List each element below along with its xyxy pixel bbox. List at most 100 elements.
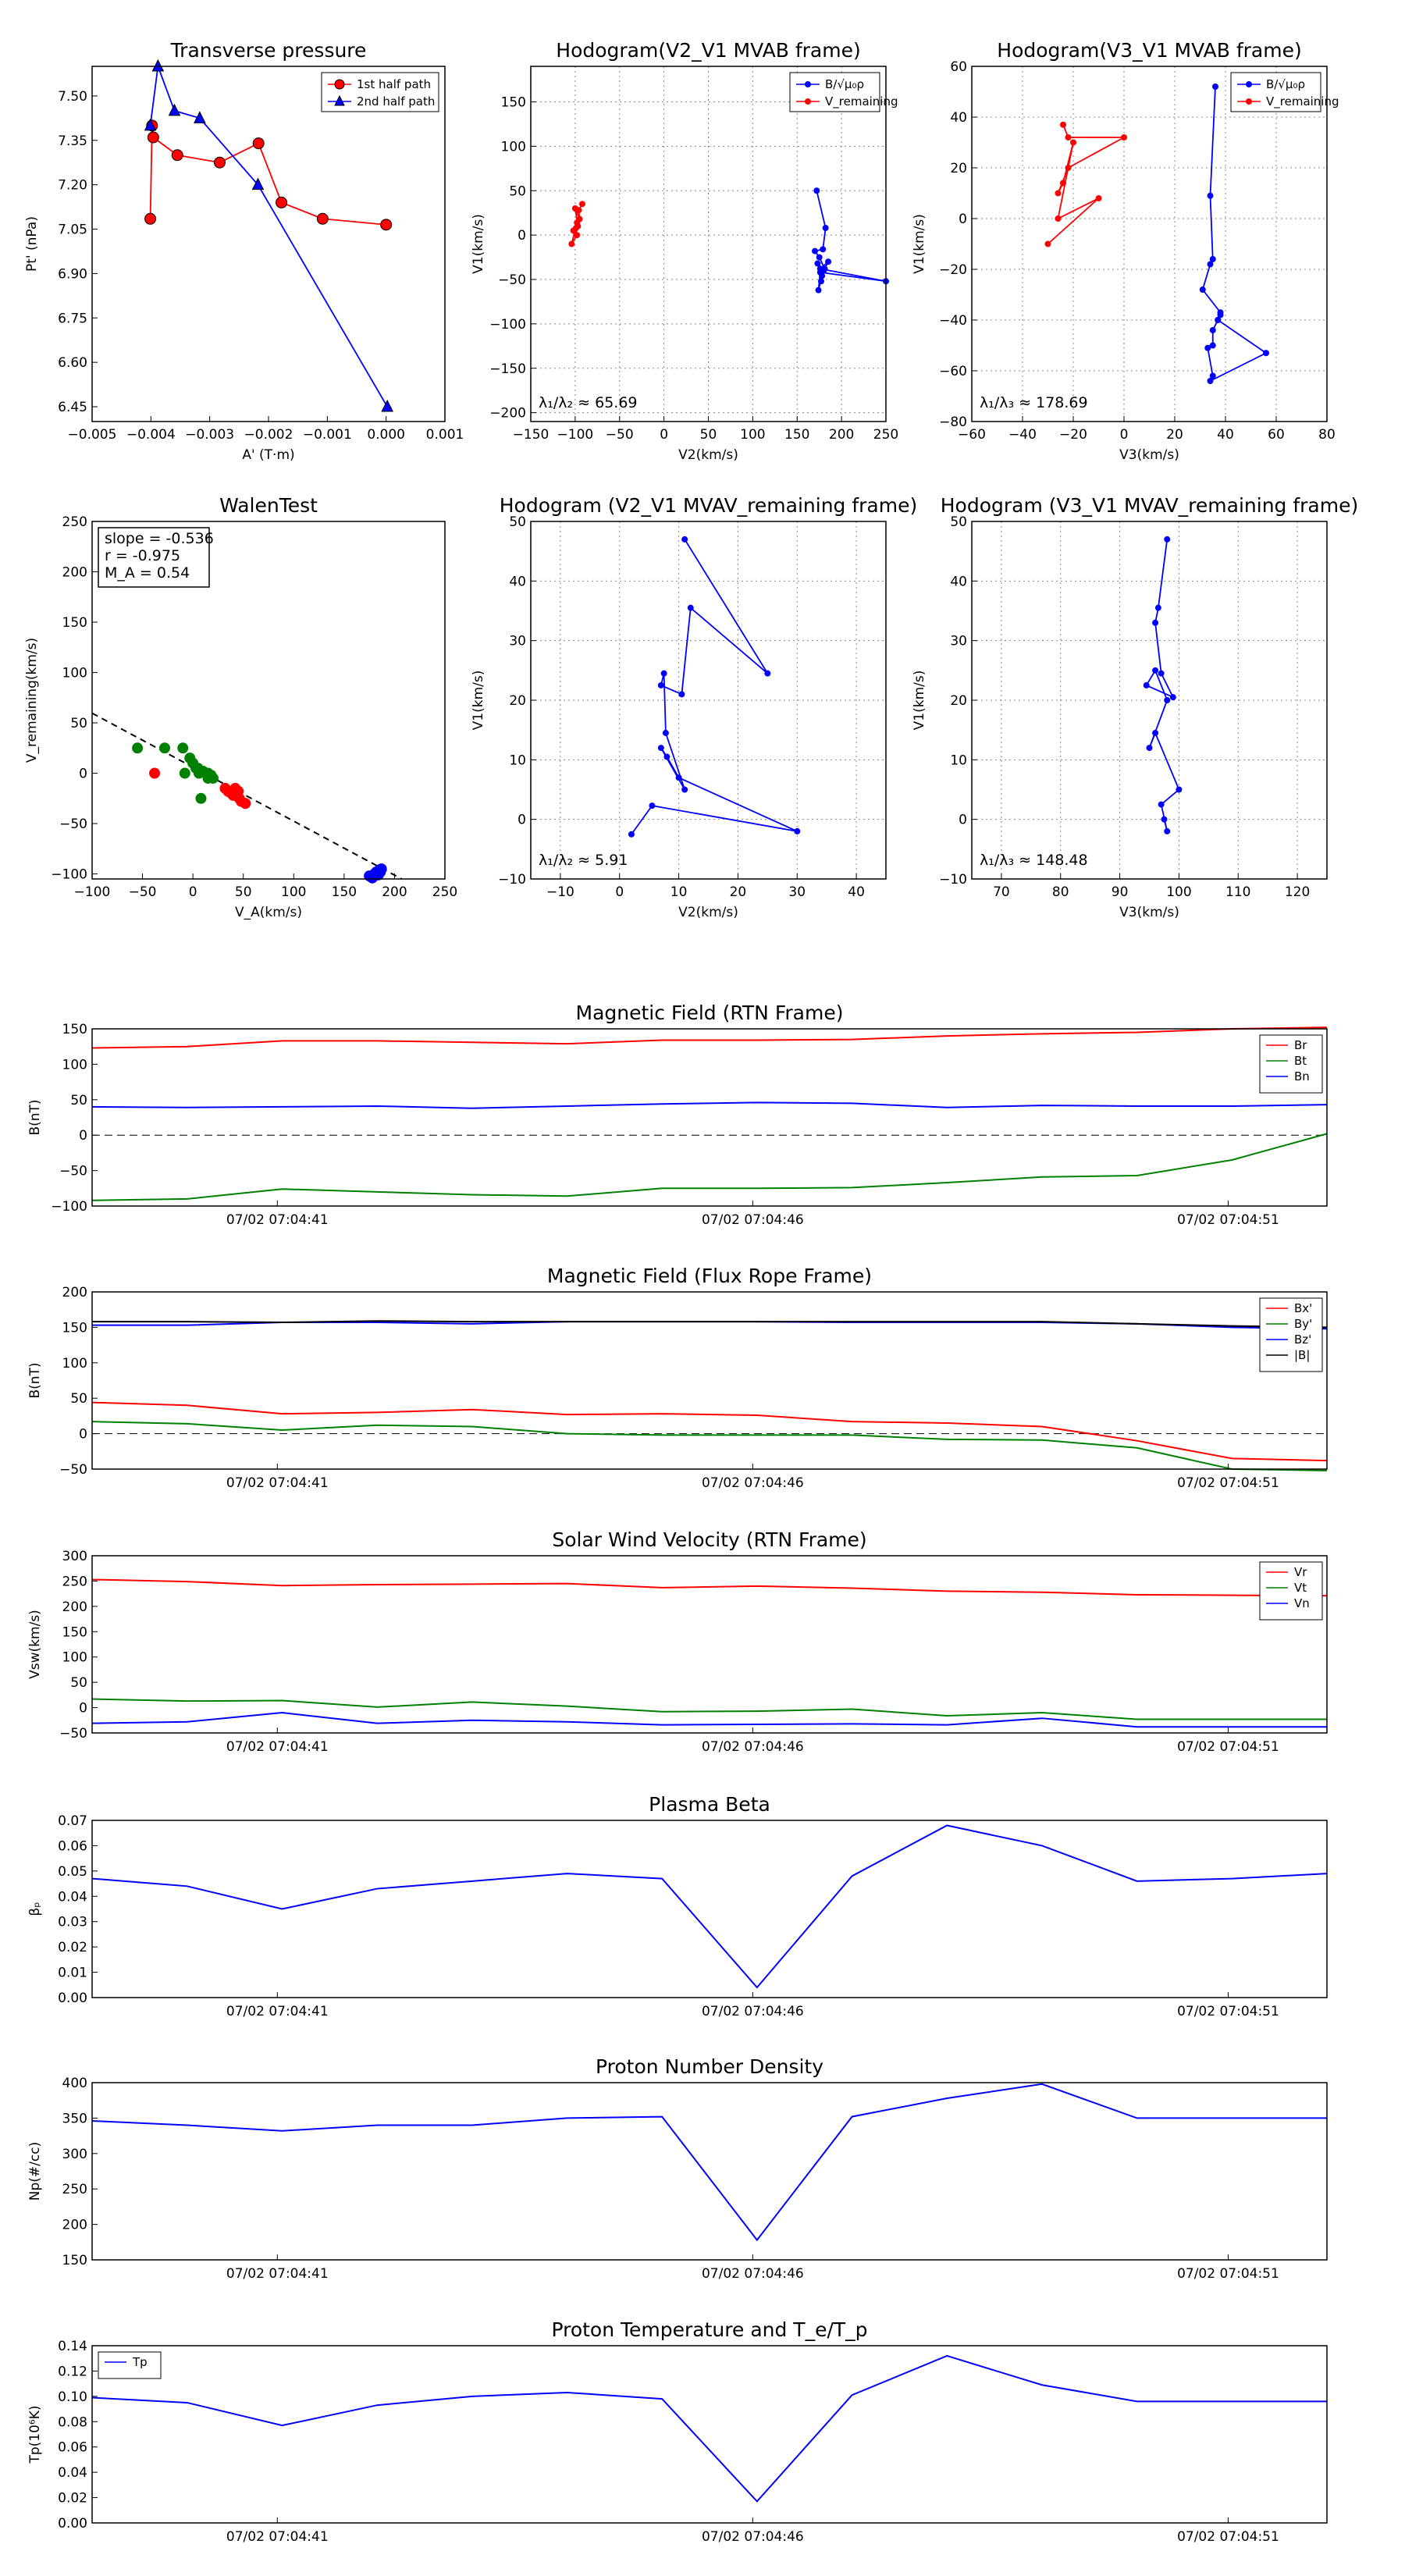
chart-title: Magnetic Field (Flux Rope Frame) [547,1265,872,1287]
data-point [1164,697,1171,703]
y-tick-label: 7.35 [58,133,87,149]
data-point [151,59,165,72]
chart-title: Solar Wind Velocity (RTN Frame) [552,1528,866,1551]
x-axis-label: V2(km/s) [678,905,738,920]
data-point [1164,827,1171,834]
data-point [657,681,664,688]
data-point [1207,378,1214,384]
data-point [1207,192,1214,199]
legend-label: Bt [1294,1054,1307,1068]
y-tick-label: 0.02 [58,1940,87,1955]
data-point [815,286,822,294]
series-line-V [1145,539,1180,832]
data-point [663,753,670,760]
y-tick-label: 150 [62,1022,87,1037]
plot-frame [530,521,887,880]
x-tick-label: −0.003 [185,427,234,443]
scatter-point-green [177,742,189,754]
data-point [1169,694,1176,701]
legend-label: Vt [1294,1581,1307,1595]
data-point [144,212,157,225]
y-tick-label: 250 [62,1574,87,1589]
y-axis-label: V1(km/s) [912,671,927,731]
y-tick-label: −50 [59,817,87,832]
y-tick-label: 200 [62,565,87,581]
y-tick-label: 50 [70,1675,87,1691]
x-tick-label: 110 [1225,884,1250,900]
y-tick-label: −100 [489,317,526,333]
y-tick-label: 30 [509,634,526,649]
eigenvalue-ratio: λ₁/λ₂ ≈ 5.91 [539,852,628,869]
series-line-B [1201,86,1268,383]
chart-title: Hodogram(V3_V1 MVAB frame) [997,39,1301,62]
panel-np: Proton Number Density 150 200 250 300 350 400 0… [27,2055,1328,2282]
x-tick-label: 50 [235,884,252,900]
y-tick-label: 6.90 [58,266,87,282]
series-line-Vt [91,1698,1327,1720]
x-tick-label: 0 [1120,427,1129,443]
y-tick-label: 0.04 [58,2465,87,2481]
data-point [1158,670,1165,677]
data-point [794,827,801,834]
data-point [1044,240,1051,247]
x-tick-label: 80 [1052,884,1069,900]
y-tick-label: 0 [518,813,526,828]
scatter-point-blue [367,872,379,884]
data-point [168,103,181,116]
data-point [1209,256,1216,262]
series-line-Br [91,1026,1328,1049]
legend-box [98,2351,162,2379]
y-tick-label: 40 [950,574,967,589]
plot-frame [91,66,446,422]
stats-box [98,527,210,588]
data-point [816,254,823,261]
data-point [1246,81,1252,87]
series-line-B [813,190,887,290]
y-tick-label: −50 [59,1726,87,1742]
data-point [825,258,832,265]
data-point [194,111,206,123]
time-tick-label: 07/02 07:04:41 [226,1739,329,1755]
data-point [764,670,771,677]
data-point [1204,344,1211,351]
legend-label: By' [1294,1317,1312,1331]
series-line-Bx' [91,1401,1328,1462]
data-point [213,156,226,169]
data-point [574,219,581,226]
data-point [1055,190,1062,197]
y-tick-label: 200 [62,2218,87,2233]
data-point [1065,165,1072,171]
y-tick-label: 0 [959,212,967,227]
data-point [568,240,575,247]
plot-frame [971,521,1328,880]
y-tick-label: 50 [509,514,526,530]
x-tick-label: 20 [1166,427,1183,443]
plot-frame [91,2082,1328,2261]
y-axis-label: B(nT) [27,1099,43,1135]
y-tick-label: −20 [939,262,967,278]
data-point [276,196,288,208]
x-tick-label: −60 [958,427,986,443]
y-tick-label: 6.60 [58,355,87,371]
x-tick-label: 40 [1217,427,1234,443]
data-point [1263,350,1269,357]
y-tick-label: 0 [79,767,87,782]
y-tick-label: −60 [939,364,967,379]
x-tick-label: 250 [873,427,898,443]
legend-label: Tp [132,2355,148,2369]
y-tick-label: 100 [62,1650,87,1666]
y-tick-label: 20 [509,693,526,709]
y-tick-label: 30 [950,634,967,649]
time-tick-label: 07/02 07:04:46 [702,1739,804,1755]
series-line-Bt [91,1133,1328,1201]
y-tick-label: −10 [939,872,967,888]
x-tick-label: 100 [281,884,306,900]
x-tick-label: 250 [432,884,457,900]
y-tick-label: 100 [62,666,87,681]
y-tick-label: 0.14 [58,2339,87,2354]
legend-label: 2nd half path [357,94,435,109]
y-tick-label: 50 [70,1391,87,1407]
x-tick-label: 0 [615,884,624,900]
data-point [1152,667,1159,674]
data-point [820,246,827,253]
